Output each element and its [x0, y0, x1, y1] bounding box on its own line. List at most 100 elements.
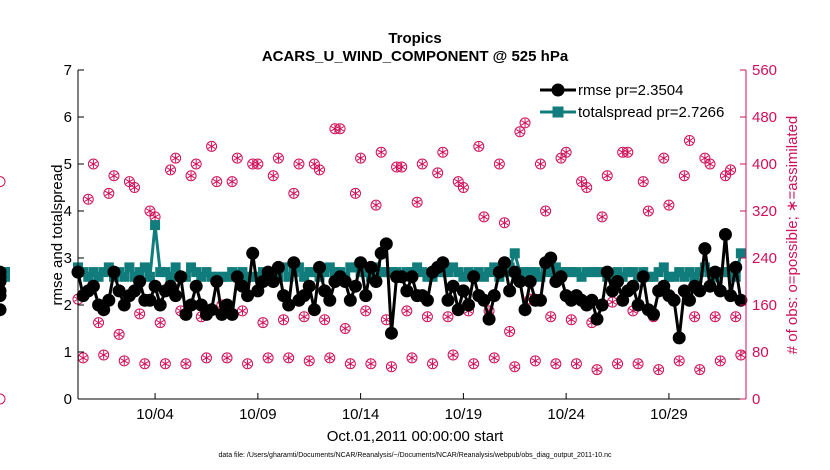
- obs-assimilated-point: [469, 359, 478, 369]
- obs-assimilated-point: [192, 159, 201, 169]
- totalspread-point: [561, 267, 572, 278]
- obs-possible-point: [730, 311, 742, 323]
- rmse-point: [271, 260, 285, 274]
- obs-assimilated-point: [233, 153, 242, 163]
- obs-assimilated-point: [402, 306, 411, 316]
- obs-possible-point: [432, 167, 444, 179]
- obs-possible-point: [231, 152, 243, 164]
- totalspread-point: [699, 262, 710, 273]
- totalspread-point: [191, 267, 202, 278]
- plot-area: [78, 70, 746, 399]
- rmse-point: [636, 270, 650, 284]
- obs-assimilated-point: [397, 162, 406, 172]
- totalspread-point: [473, 267, 484, 278]
- obs-possible-point: [180, 358, 192, 370]
- obs-possible-point: [658, 152, 670, 164]
- obs-assimilated-point: [474, 142, 483, 151]
- obs-assimilated-point: [593, 365, 601, 374]
- totalspread-point: [170, 262, 181, 273]
- obs-possible-point: [519, 117, 531, 129]
- rmse-point: [302, 279, 316, 293]
- obs-assimilated-point: [269, 171, 278, 181]
- obs-possible-point: [98, 349, 110, 361]
- rmse-point: [287, 256, 301, 270]
- rmse-point: [626, 279, 640, 293]
- totalspread-point: [139, 262, 150, 273]
- obs-possible-point: [288, 187, 300, 199]
- obs-possible-point: [637, 176, 649, 188]
- chart-subtitle: ACARS_U_WIND_COMPONENT @ 525 hPa: [262, 48, 569, 65]
- obs-possible-point: [468, 358, 480, 370]
- tick-labels-layer: 10/04 10/09 10/14 10/19 10/24 10/29 0 1 2 3 4 5 6 7 0 8…: [64, 62, 777, 423]
- rmse-point: [266, 275, 280, 288]
- totalspread-point: [720, 267, 731, 278]
- obs-assimilated-point: [289, 189, 298, 198]
- obs-assimilated-point: [438, 147, 447, 157]
- obs-assimilated-point: [659, 153, 668, 163]
- y-axis-right-label: # of obs: o=possible; ∗=assimilated: [784, 116, 801, 355]
- obs-assimilated-point: [125, 177, 134, 186]
- obs-possible-point: [154, 317, 166, 329]
- totalspread-point: [617, 271, 628, 282]
- obs-assimilated-point: [423, 312, 432, 322]
- obs-assimilated-point: [228, 177, 237, 186]
- obs-assimilated-point: [135, 309, 144, 319]
- obs-possible-point: [159, 358, 171, 370]
- obs-possible-point: [129, 182, 141, 193]
- obs-assimilated-point: [644, 206, 653, 216]
- obs-possible-point: [550, 358, 562, 370]
- rmse-point: [554, 270, 568, 284]
- rmse-point: [189, 279, 203, 293]
- totalspread-point: [607, 271, 618, 282]
- obs-assimilated-point: [577, 177, 586, 186]
- obs-assimilated-point: [449, 350, 458, 360]
- obs-possible-point: [298, 311, 310, 323]
- obs-possible-point: [534, 158, 546, 170]
- rmse-point: [544, 251, 558, 265]
- obs-assimilated-point: [207, 142, 216, 151]
- x-tick-label: 10/09: [239, 406, 277, 423]
- rmse-point: [323, 293, 337, 307]
- obs-assimilated-point: [664, 200, 673, 210]
- totalspread-point: [422, 271, 433, 282]
- obs-assimilated-point: [536, 159, 545, 169]
- rmse-point: [533, 293, 547, 307]
- rmse-point: [682, 293, 696, 307]
- totalspread-point: [324, 262, 335, 273]
- rmse-point: [205, 303, 219, 317]
- obs-possible-point: [314, 164, 326, 176]
- rmse-point: [523, 275, 537, 288]
- y-right-tick-label: 400: [752, 156, 777, 173]
- obs-assimilated-point: [428, 359, 437, 369]
- obs-possible-point: [344, 358, 356, 370]
- totalspread-point: [566, 267, 577, 278]
- obs-possible-point: [632, 358, 644, 370]
- obs-possible-point: [170, 152, 182, 164]
- y-left-tick-label: 1: [64, 344, 72, 361]
- totalspread-point: [663, 271, 674, 282]
- rmse-point: [184, 298, 198, 312]
- rmse-point: [456, 284, 470, 298]
- totalspread-point: [283, 271, 294, 282]
- rmse-point: [348, 279, 362, 293]
- rmse-point: [364, 260, 378, 274]
- rmse-point: [467, 270, 481, 284]
- x-tick-label: 10/29: [650, 406, 688, 423]
- totalspread-point: [627, 267, 638, 278]
- totalspread-point: [381, 267, 392, 278]
- obs-possible-point: [514, 126, 526, 138]
- totalspread-point: [442, 267, 453, 278]
- totalspread-point: [319, 267, 330, 278]
- legend-totalspread-marker: [552, 106, 564, 118]
- totalspread-point: [386, 267, 397, 278]
- obs-assimilated-point: [79, 353, 88, 363]
- totalspread-point: [653, 267, 664, 278]
- totalspread-point: [155, 267, 166, 278]
- totalspread-point: [453, 267, 464, 278]
- obs-possible-point: [267, 170, 279, 182]
- obs-assimilated-point: [500, 218, 509, 228]
- y-right-tick-label: 320: [752, 203, 777, 220]
- totalspread-point: [591, 267, 602, 278]
- rmse-point: [307, 303, 321, 317]
- obs-assimilated-point: [320, 315, 329, 324]
